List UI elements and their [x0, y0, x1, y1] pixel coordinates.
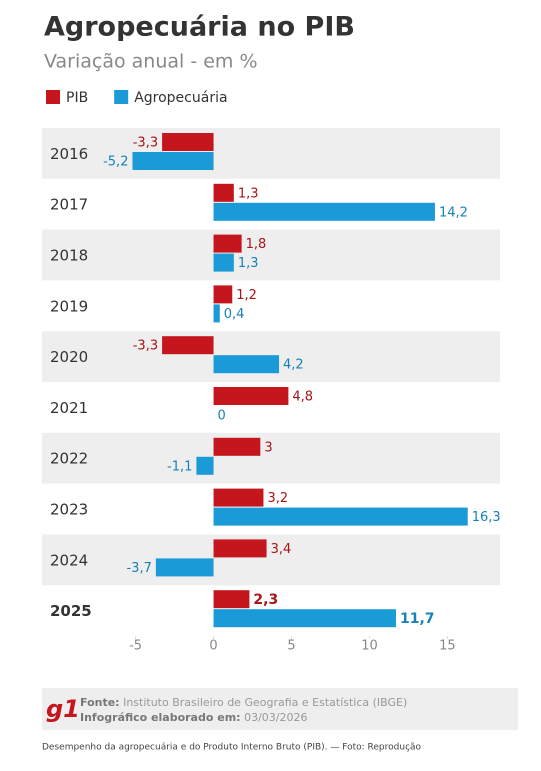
y-tick-label: 2024	[50, 551, 88, 569]
row-band	[42, 432, 500, 484]
row-band	[42, 128, 500, 179]
caption: Desempenho da agropecuária e do Produto …	[42, 743, 422, 753]
bar	[213, 304, 220, 323]
y-tick-label: 2018	[50, 247, 88, 265]
made-label: Infográfico elaborado em:	[80, 711, 241, 724]
logo: g1	[46, 695, 80, 723]
value-label: 1,2	[236, 288, 257, 303]
bar	[196, 456, 214, 475]
value-label: 4,2	[283, 358, 304, 373]
bar	[155, 558, 214, 577]
bar	[213, 609, 396, 628]
bar	[132, 152, 214, 170]
value-label: 3	[264, 440, 272, 455]
bar	[213, 488, 264, 507]
source-label: Fonte:	[80, 696, 120, 709]
bar	[213, 355, 280, 374]
value-label: 14,2	[439, 205, 468, 220]
value-label: 0	[218, 409, 226, 424]
bar	[213, 437, 261, 456]
value-label: -3,3	[133, 339, 158, 354]
value-label: 2,3	[253, 592, 278, 608]
x-tick-label: 10	[361, 639, 378, 654]
made: Infográfico elaborado em: 03/03/2026	[80, 711, 307, 724]
value-label: 3,4	[271, 542, 292, 557]
bar	[213, 285, 233, 304]
y-tick-label: 2019	[50, 297, 88, 315]
y-tick-label: 2023	[50, 501, 88, 519]
y-tick-label: 2020	[50, 348, 88, 366]
bar	[213, 387, 289, 405]
y-tick-label: 2017	[50, 196, 88, 214]
value-label: 1,3	[238, 256, 259, 271]
bar	[213, 183, 234, 202]
value-label: -3,3	[133, 136, 158, 151]
source: Fonte: Instituto Brasileiro de Geografia…	[80, 696, 407, 709]
bar	[213, 202, 435, 221]
chart-title: Agropecuária no PIB	[44, 12, 355, 43]
y-tick-label: 2021	[50, 399, 88, 417]
legend-swatch	[46, 90, 60, 104]
legend-label: Agropecuária	[134, 90, 227, 106]
bar	[162, 336, 214, 355]
y-tick-label: 2025	[50, 602, 92, 620]
y-tick-label: 2016	[50, 145, 88, 163]
x-tick-label: -5	[129, 639, 142, 654]
legend: PIB Agropecuária	[46, 90, 228, 106]
source-text: Instituto Brasileiro de Geografia e Esta…	[123, 696, 407, 709]
bar	[213, 507, 468, 526]
bar	[213, 253, 234, 272]
x-tick-label: 15	[439, 639, 456, 654]
value-label: 1,8	[246, 237, 267, 252]
x-tick-label: 5	[287, 639, 295, 654]
value-label: -3,7	[126, 561, 151, 576]
value-label: 0,4	[224, 307, 245, 322]
legend-label: PIB	[66, 90, 88, 106]
value-label: 4,8	[292, 390, 313, 405]
footer-box	[42, 688, 518, 730]
value-label: 16,3	[472, 510, 501, 525]
value-label: -5,2	[103, 155, 128, 170]
bar	[162, 133, 214, 151]
value-label: 3,2	[267, 491, 288, 506]
row-band	[42, 534, 500, 586]
value-label: 11,7	[400, 611, 435, 627]
y-tick-label: 2022	[50, 450, 88, 468]
rows: 2016 2017 2018 2019 2020 2021 2022 2023 2024 2025…	[42, 128, 501, 628]
bar	[213, 590, 250, 609]
chart-subtitle: Variação anual - em %	[44, 51, 258, 73]
x-tick-label: 0	[209, 639, 217, 654]
legend-swatch	[114, 90, 129, 104]
bar	[213, 234, 242, 253]
bar	[213, 539, 267, 558]
row-band	[42, 229, 500, 281]
made-date: 03/03/2026	[244, 711, 307, 724]
value-label: 1,3	[238, 186, 259, 201]
value-label: -1,1	[167, 459, 192, 474]
